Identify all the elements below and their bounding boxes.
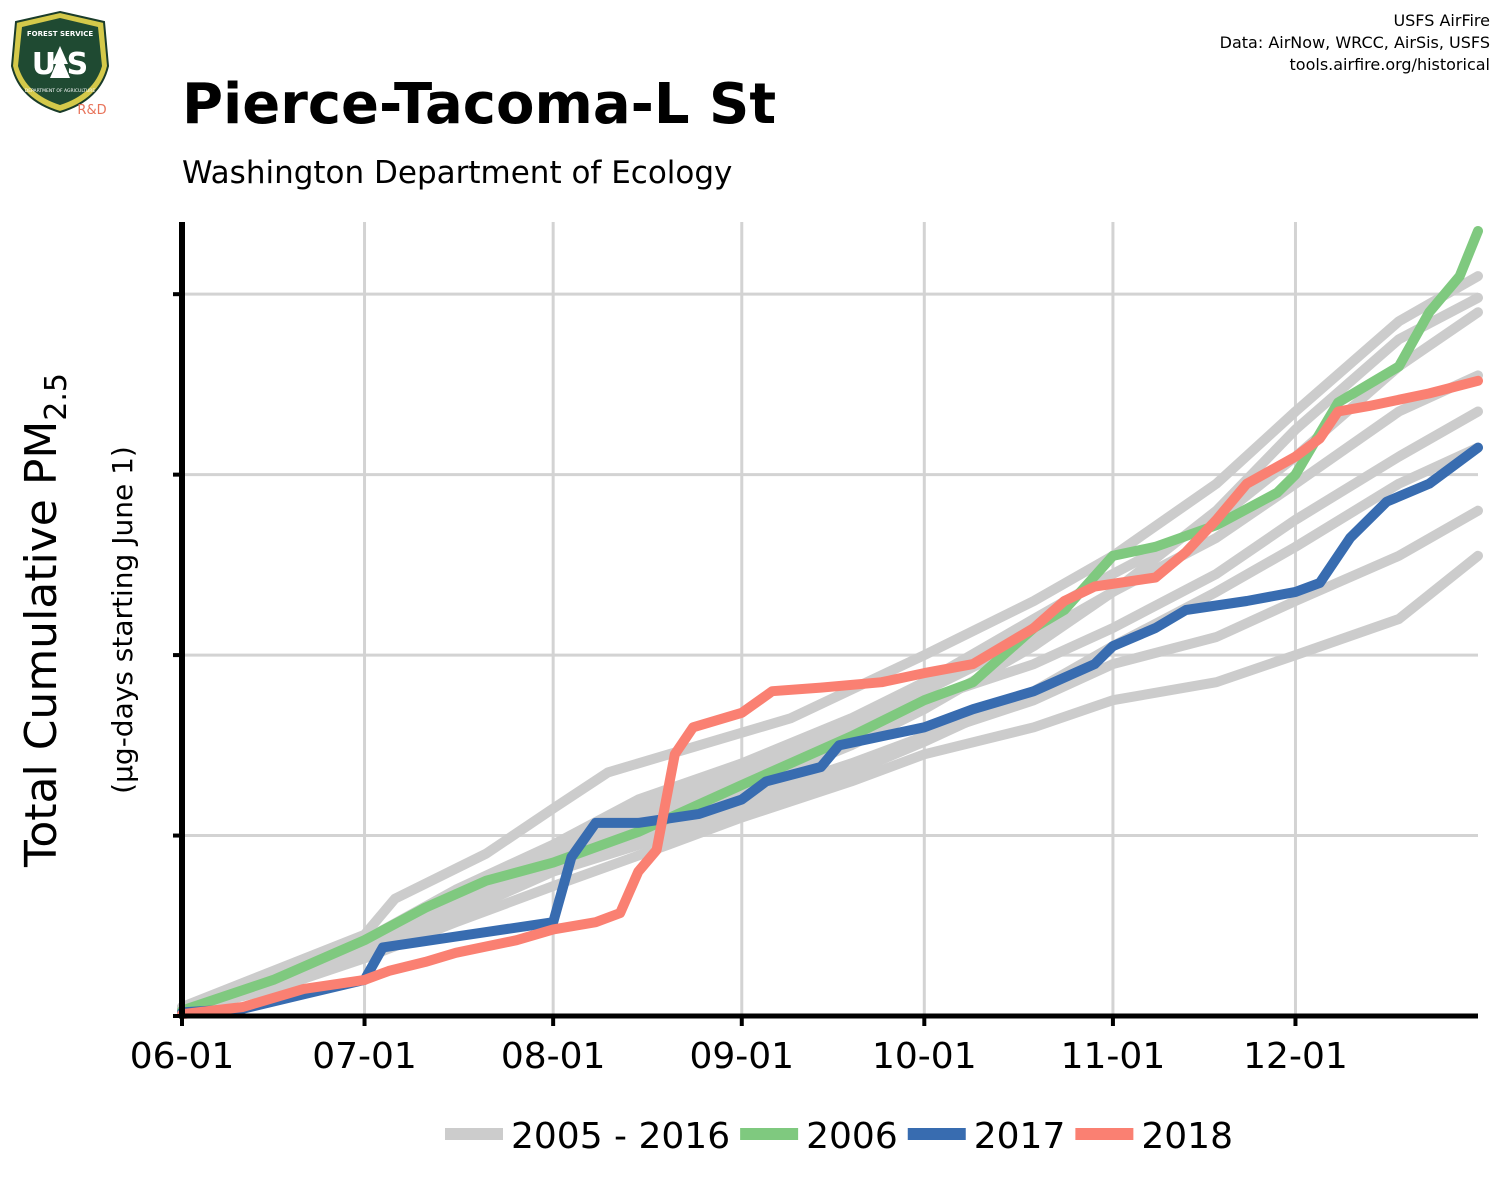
series-line-0: [177, 271, 1483, 1012]
credit-line: tools.airfire.org/historical: [1289, 55, 1490, 74]
page-title: Pierce-Tacoma-L St: [182, 72, 777, 137]
x-tick-label: 09-01: [689, 1036, 794, 1077]
legend-label: 2005 - 2016: [511, 1116, 730, 1157]
x-tick-label: 06-01: [130, 1036, 235, 1077]
x-tick-label: 07-01: [312, 1036, 417, 1077]
x-tick-label: 12-01: [1243, 1036, 1348, 1077]
credit-line: Data: AirNow, WRCC, AirSis, USFS: [1219, 33, 1490, 52]
series-line-7: [177, 292, 1483, 1014]
legend: 2005 - 2016 2006 2017 2018: [445, 1116, 1233, 1157]
forest-service-logo: FOREST SERVICE U S DEPARTMENT OF AGRICUL…: [8, 8, 112, 118]
logo-badge: R&D: [77, 103, 106, 118]
forest-service-shield-icon: FOREST SERVICE U S DEPARTMENT OF AGRICUL…: [10, 10, 110, 118]
series-line-8: [177, 226, 1483, 1016]
credits: USFS AirFire Data: AirNow, WRCC, AirSis,…: [1220, 10, 1490, 76]
legend-label: 2018: [1141, 1116, 1233, 1157]
axes: 06-01 07-01 08-01 09-01 10-01 11-01 12-01: [130, 222, 1478, 1077]
logo-bottom-text: DEPARTMENT OF AGRICULTURE: [25, 88, 96, 94]
page-subtitle: Washington Department of Ecology: [182, 155, 733, 191]
y-axis-sublabel: (µg-days starting June 1): [106, 446, 139, 794]
x-tick-label: 08-01: [501, 1036, 606, 1077]
legend-label: 2006: [806, 1116, 898, 1157]
y-axis-label: Total Cumulative PM2.5: [16, 373, 74, 868]
series-line-6: [177, 442, 1483, 1016]
logo-top-text: FOREST SERVICE: [27, 30, 94, 38]
credit-line: USFS AirFire: [1393, 11, 1490, 30]
legend-label: 2017: [974, 1116, 1066, 1157]
x-tick-label: 10-01: [872, 1036, 977, 1077]
y-axis-label-text: Total Cumulative PM: [16, 421, 67, 868]
y-axis-label-subscript: 2.5: [39, 373, 74, 421]
series-line-10: [177, 375, 1483, 1020]
x-tick-label: 11-01: [1061, 1036, 1166, 1077]
series-line-9: [177, 442, 1483, 1018]
grid: [180, 222, 1478, 1016]
series-layer: [177, 226, 1483, 1020]
